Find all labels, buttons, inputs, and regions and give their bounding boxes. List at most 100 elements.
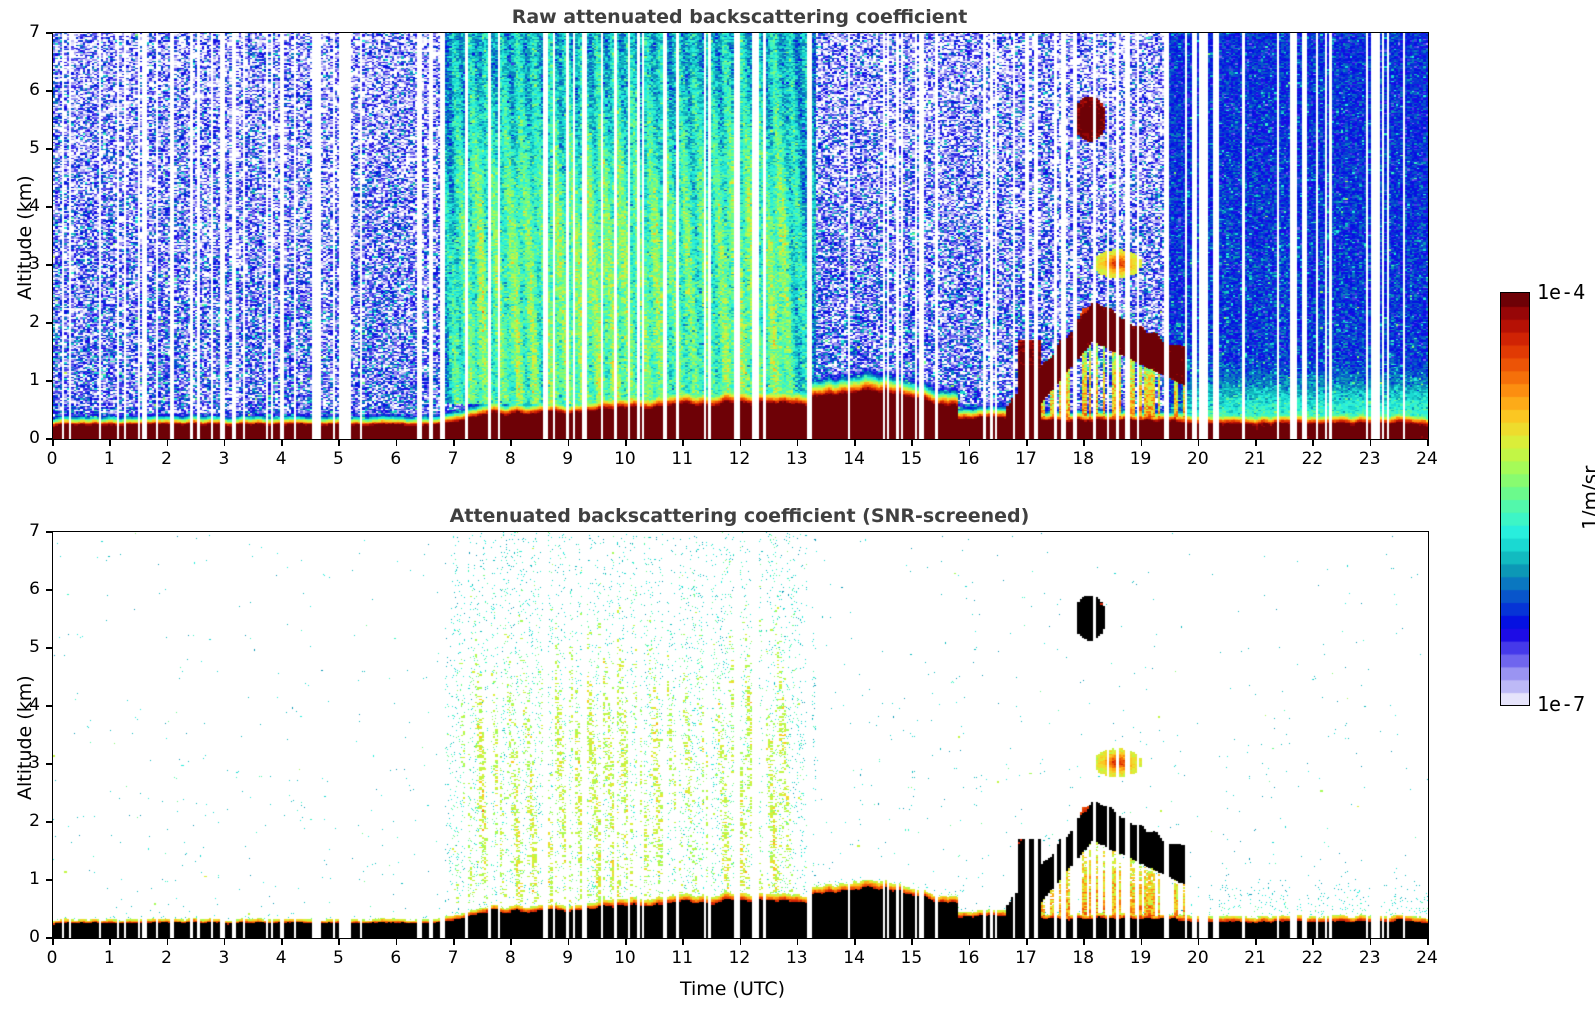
colorbar [1500,292,1530,706]
panel-title-raw: Raw attenuated backscattering coefficien… [511,6,968,28]
x-tick-mark [510,439,512,446]
x-tick-mark [338,439,341,446]
y-tick-mark [46,647,52,649]
y-tick-label: 6 [29,579,40,599]
x-tick-mark [52,439,54,446]
x-axis-label: Time (UTC) [680,978,786,1000]
x-tick-mark [223,439,226,446]
y-tick-mark [46,879,52,881]
y-axis-label-raw: Altitude (km) [14,175,36,300]
x-tick-label: 2 [161,449,172,469]
x-tick-mark [1025,938,1028,945]
x-tick-label: 21 [1244,449,1266,469]
x-tick-mark [1312,439,1314,446]
heatmap-canvas-screened [53,532,1428,938]
x-tick-label: 1 [103,948,115,968]
x-tick-label: 10 [614,449,636,469]
x-tick-label: 23 [1358,449,1381,469]
x-tick-mark [453,439,455,446]
x-tick-mark [510,938,512,945]
x-tick-mark [1369,439,1372,446]
x-tick-label: 12 [728,948,751,968]
x-tick-label: 11 [671,948,694,968]
x-tick-mark [796,938,799,945]
x-tick-mark [796,439,799,446]
y-tick-mark [46,264,52,266]
y-tick-mark [46,438,52,440]
x-tick-mark [1140,439,1143,446]
x-tick-mark [166,938,169,945]
x-tick-label: 13 [785,948,808,968]
x-tick-label: 16 [957,948,980,968]
x-tick-mark [911,938,913,945]
x-tick-mark [1427,938,1429,945]
x-tick-mark [1197,439,1200,446]
y-tick-mark [46,937,52,939]
x-tick-label: 12 [728,449,751,469]
x-tick-mark [109,938,111,945]
y-tick-mark [46,32,52,34]
y-tick-label: 5 [29,138,40,158]
x-tick-mark [1140,938,1143,945]
x-tick-label: 15 [900,449,923,469]
x-tick-mark [109,439,111,446]
plot-area-screened [52,531,1429,939]
x-tick-mark [854,938,856,945]
x-tick-label: 14 [843,449,865,469]
x-tick-label: 5 [333,449,344,469]
x-tick-mark [1312,938,1314,945]
panel-title-screened: Attenuated backscattering coefficient (S… [449,505,1030,527]
x-tick-label: 24 [1416,449,1438,469]
x-tick-mark [1427,439,1429,446]
x-tick-mark [1197,938,1200,945]
x-tick-mark [1369,938,1372,945]
heatmap-canvas-raw [53,33,1428,439]
x-tick-label: 15 [900,948,923,968]
x-tick-label: 10 [614,948,636,968]
x-tick-label: 21 [1244,948,1266,968]
y-tick-label: 1 [29,370,40,390]
x-tick-label: 9 [562,449,574,469]
y-tick-mark [46,821,52,823]
y-tick-label: 0 [29,428,40,448]
colorbar-unit-label: 1/m/sr [1578,465,1595,530]
x-tick-mark [567,439,570,446]
x-tick-mark [453,938,455,945]
x-tick-mark [281,938,283,945]
x-tick-label: 22 [1301,948,1324,968]
x-tick-mark [395,938,398,945]
x-tick-mark [682,938,684,945]
y-tick-label: 3 [29,753,40,773]
x-tick-label: 2 [161,948,172,968]
x-tick-mark [624,938,627,945]
y-tick-mark [46,531,52,533]
x-tick-mark [624,439,627,446]
x-tick-label: 22 [1301,449,1324,469]
x-tick-label: 13 [785,449,808,469]
colorbar-canvas [1501,293,1529,705]
x-tick-label: 6 [390,449,402,469]
x-tick-label: 8 [504,948,516,968]
x-tick-label: 18 [1072,449,1095,469]
y-tick-label: 5 [29,637,40,657]
y-tick-mark [46,90,52,92]
x-tick-mark [223,938,226,945]
x-tick-mark [968,938,971,945]
x-tick-label: 19 [1129,449,1152,469]
x-tick-mark [1255,938,1257,945]
y-tick-label: 2 [29,811,40,831]
x-tick-label: 14 [843,948,865,968]
x-tick-label: 3 [218,948,230,968]
x-tick-mark [1083,439,1085,446]
x-tick-mark [968,439,971,446]
x-tick-mark [1255,439,1257,446]
y-tick-label: 2 [29,312,40,332]
x-tick-label: 3 [218,449,230,469]
x-tick-label: 16 [957,449,980,469]
x-tick-label: 5 [333,948,344,968]
x-tick-label: 8 [504,449,516,469]
y-tick-mark [46,705,52,707]
y-tick-label: 7 [29,22,40,42]
x-tick-mark [338,938,341,945]
